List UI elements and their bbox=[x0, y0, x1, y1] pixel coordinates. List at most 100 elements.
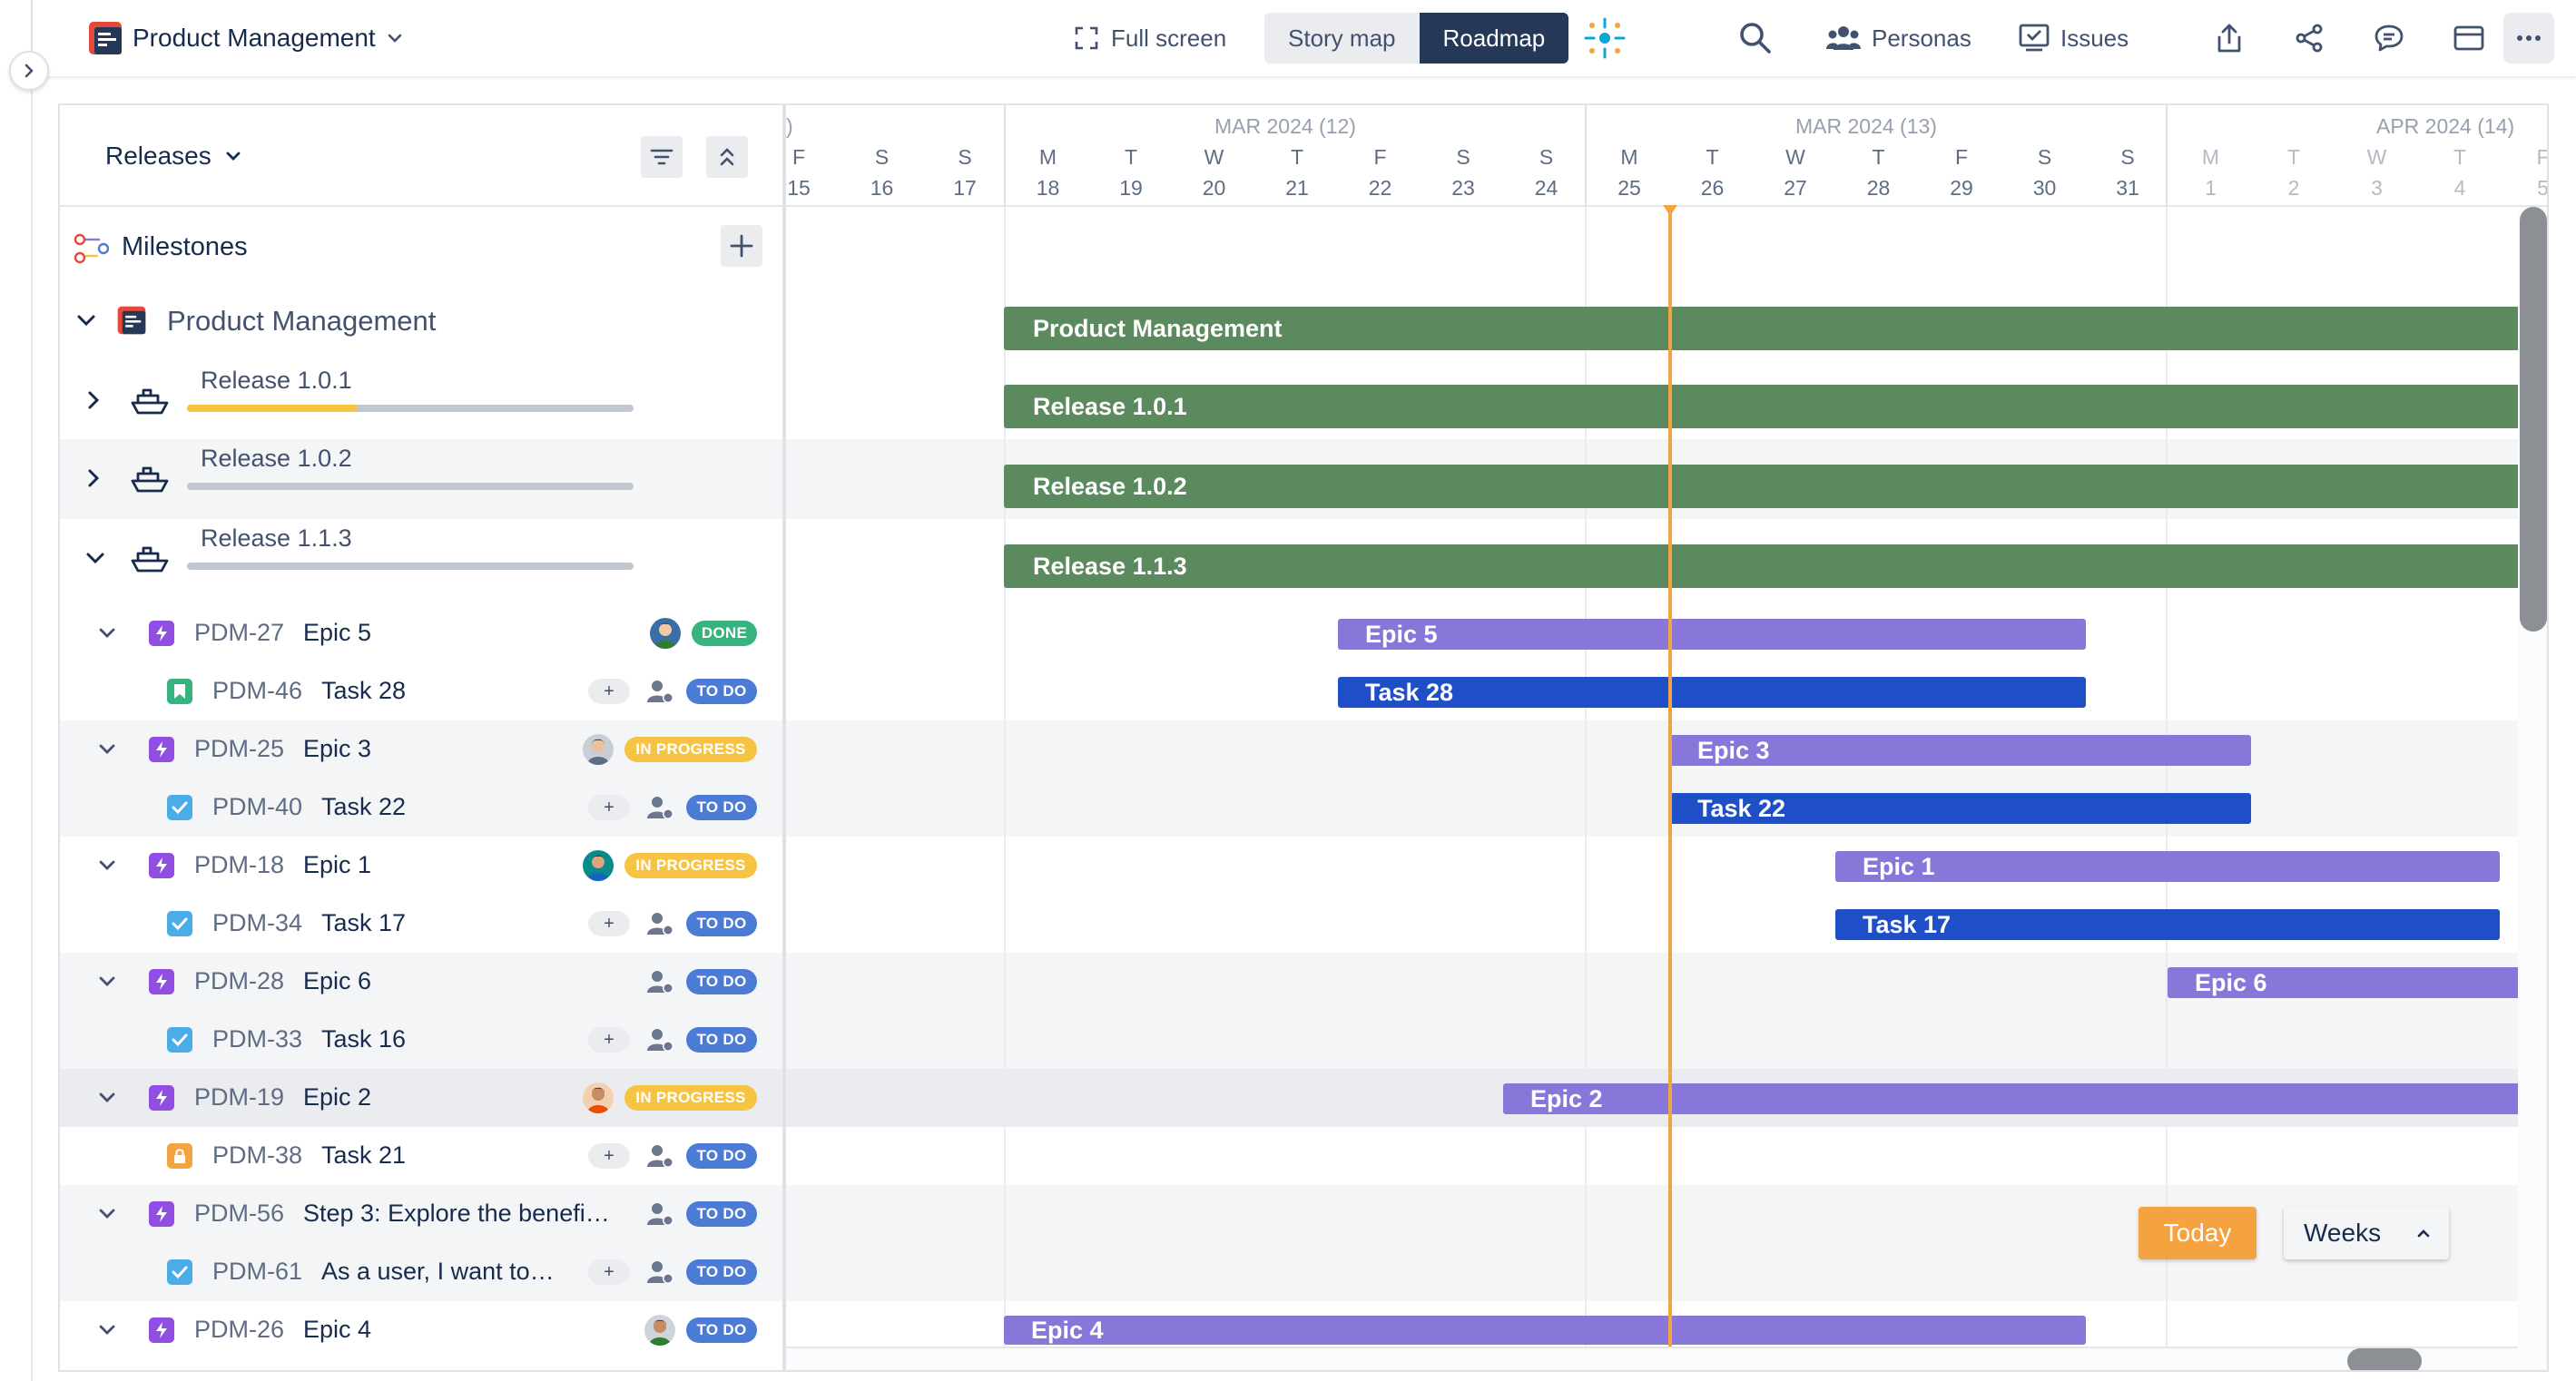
issue-key[interactable]: PDM-38 bbox=[212, 1141, 303, 1169]
chevron-right-icon[interactable] bbox=[82, 388, 105, 412]
timeline-bar-task[interactable]: Task 28 bbox=[1338, 677, 2086, 708]
status-badge[interactable]: TO DO bbox=[686, 911, 757, 936]
issue-row[interactable]: PDM-26 Epic 4 TO DO bbox=[60, 1301, 784, 1359]
personas-button[interactable]: Personas bbox=[1826, 18, 1971, 58]
issue-row[interactable]: PDM-56 Step 3: Explore the benefi… TO DO bbox=[60, 1185, 784, 1243]
avatar[interactable] bbox=[583, 850, 614, 881]
timeline-bar-epic[interactable]: Epic 5 bbox=[1338, 619, 2086, 650]
status-badge[interactable]: IN PROGRESS bbox=[624, 1085, 757, 1111]
issue-key[interactable]: PDM-33 bbox=[212, 1025, 303, 1053]
issue-key[interactable]: PDM-28 bbox=[194, 967, 285, 994]
tab-roadmap[interactable]: Roadmap bbox=[1419, 13, 1569, 64]
unassigned-icon[interactable] bbox=[644, 676, 675, 707]
issue-key[interactable]: PDM-27 bbox=[194, 619, 285, 646]
status-badge[interactable]: TO DO bbox=[686, 1317, 757, 1343]
issue-key[interactable]: PDM-26 bbox=[194, 1316, 285, 1343]
issue-row[interactable]: PDM-38 Task 21 + TO DO bbox=[60, 1127, 784, 1185]
add-child-button[interactable]: + bbox=[588, 1143, 630, 1169]
issue-key[interactable]: PDM-46 bbox=[212, 677, 303, 704]
fullscreen-button[interactable]: Full screen bbox=[1075, 18, 1226, 58]
project-row[interactable]: Product Management bbox=[60, 290, 784, 348]
status-badge[interactable]: TO DO bbox=[686, 795, 757, 820]
issue-key[interactable]: PDM-25 bbox=[194, 735, 285, 762]
add-child-button[interactable]: + bbox=[588, 795, 630, 820]
vertical-scroll-thumb[interactable] bbox=[2520, 207, 2547, 632]
issue-row[interactable]: PDM-19 Epic 2 IN PROGRESS bbox=[60, 1069, 784, 1127]
status-badge[interactable]: TO DO bbox=[686, 1201, 757, 1227]
status-badge[interactable]: DONE bbox=[692, 621, 757, 646]
timeline-bar-task[interactable]: Task 22 bbox=[1670, 793, 2251, 824]
chevron-down-icon[interactable] bbox=[96, 855, 118, 877]
issues-button[interactable]: Issues bbox=[2019, 18, 2129, 58]
search-button[interactable] bbox=[1735, 18, 1775, 58]
release-row[interactable]: Release 1.1.3 bbox=[60, 519, 784, 599]
chevron-down-icon[interactable] bbox=[96, 622, 118, 644]
chevron-down-icon[interactable] bbox=[96, 1203, 118, 1225]
unassigned-icon[interactable] bbox=[644, 1199, 675, 1229]
unassigned-icon[interactable] bbox=[644, 792, 675, 823]
avatar[interactable] bbox=[644, 1315, 675, 1346]
issue-key[interactable]: PDM-56 bbox=[194, 1200, 285, 1227]
status-badge[interactable]: TO DO bbox=[686, 969, 757, 994]
avatar[interactable] bbox=[583, 734, 614, 765]
timeline-bar-epic[interactable]: Epic 1 bbox=[1835, 851, 2500, 882]
issue-key[interactable]: PDM-61 bbox=[212, 1258, 303, 1285]
status-badge[interactable]: TO DO bbox=[686, 679, 757, 704]
chevron-down-icon[interactable] bbox=[96, 739, 118, 760]
timeline-bar-epic[interactable]: Epic 3 bbox=[1670, 735, 2251, 766]
unassigned-icon[interactable] bbox=[644, 1141, 675, 1171]
chevron-down-icon[interactable] bbox=[82, 544, 109, 572]
unassigned-icon[interactable] bbox=[644, 1257, 675, 1288]
issue-key[interactable]: PDM-40 bbox=[212, 793, 303, 820]
release-row[interactable]: Release 1.0.2 bbox=[60, 439, 784, 519]
avatar[interactable] bbox=[650, 618, 681, 649]
horizontal-scroll-thumb[interactable] bbox=[2347, 1348, 2422, 1370]
add-child-button[interactable]: + bbox=[588, 1259, 630, 1285]
release-row[interactable]: Release 1.0.1 bbox=[60, 361, 784, 436]
today-button[interactable]: Today bbox=[2138, 1207, 2256, 1259]
issue-key[interactable]: PDM-19 bbox=[194, 1083, 285, 1111]
timeline-bar-epic[interactable]: Epic 2 bbox=[1503, 1083, 2547, 1114]
panel-button[interactable] bbox=[2449, 18, 2489, 58]
add-child-button[interactable]: + bbox=[588, 1027, 630, 1053]
status-badge[interactable]: IN PROGRESS bbox=[624, 853, 757, 878]
comments-button[interactable] bbox=[2369, 18, 2409, 58]
status-badge[interactable]: TO DO bbox=[686, 1259, 757, 1285]
issue-row[interactable]: PDM-18 Epic 1 IN PROGRESS bbox=[60, 837, 784, 895]
share-button[interactable] bbox=[2289, 18, 2329, 58]
avatar[interactable] bbox=[583, 1082, 614, 1113]
collapse-all-button[interactable] bbox=[706, 136, 748, 178]
timeline-bar-project[interactable]: Product Management bbox=[1004, 307, 2547, 350]
issue-row[interactable]: PDM-46 Task 28 + TO DO bbox=[60, 662, 784, 720]
chevron-down-icon[interactable] bbox=[96, 1087, 118, 1109]
issue-row[interactable]: PDM-33 Task 16 + TO DO bbox=[60, 1011, 784, 1069]
issue-row[interactable]: PDM-28 Epic 6 TO DO bbox=[60, 953, 784, 1011]
horizontal-scrollbar[interactable] bbox=[786, 1347, 2518, 1370]
expand-sidebar-button[interactable] bbox=[9, 51, 49, 91]
timeline-bar-task[interactable]: Task 17 bbox=[1835, 909, 2500, 940]
unassigned-icon[interactable] bbox=[644, 908, 675, 939]
tab-story-map[interactable]: Story map bbox=[1264, 13, 1420, 64]
chevron-down-icon[interactable] bbox=[96, 1319, 118, 1341]
chevron-down-icon[interactable] bbox=[73, 307, 100, 334]
ai-assistant-button[interactable] bbox=[1579, 13, 1630, 64]
more-button[interactable] bbox=[2503, 13, 2554, 64]
issue-row[interactable]: PDM-61 As a user, I want to… + TO DO bbox=[60, 1243, 784, 1301]
issue-row[interactable]: PDM-25 Epic 3 IN PROGRESS bbox=[60, 720, 784, 779]
panel-resize-handle[interactable] bbox=[782, 103, 786, 1372]
add-milestone-button[interactable] bbox=[721, 225, 762, 267]
status-badge[interactable]: IN PROGRESS bbox=[624, 737, 757, 762]
add-child-button[interactable]: + bbox=[588, 911, 630, 936]
timeline-bar-release[interactable]: Release 1.1.3 bbox=[1004, 544, 2547, 588]
issue-row[interactable]: PDM-27 Epic 5 DONE bbox=[60, 604, 784, 662]
chevron-down-icon[interactable] bbox=[96, 971, 118, 993]
status-badge[interactable]: TO DO bbox=[686, 1027, 757, 1053]
timeline-bar-epic[interactable]: Epic 4 bbox=[1004, 1316, 2086, 1345]
unassigned-icon[interactable] bbox=[644, 966, 675, 997]
issue-row[interactable]: PDM-40 Task 22 + TO DO bbox=[60, 779, 784, 837]
add-child-button[interactable]: + bbox=[588, 679, 630, 704]
issue-key[interactable]: PDM-34 bbox=[212, 909, 303, 936]
export-button[interactable] bbox=[2209, 18, 2249, 58]
status-badge[interactable]: TO DO bbox=[686, 1143, 757, 1169]
time-scale-dropdown[interactable]: Weeks bbox=[2284, 1207, 2449, 1259]
